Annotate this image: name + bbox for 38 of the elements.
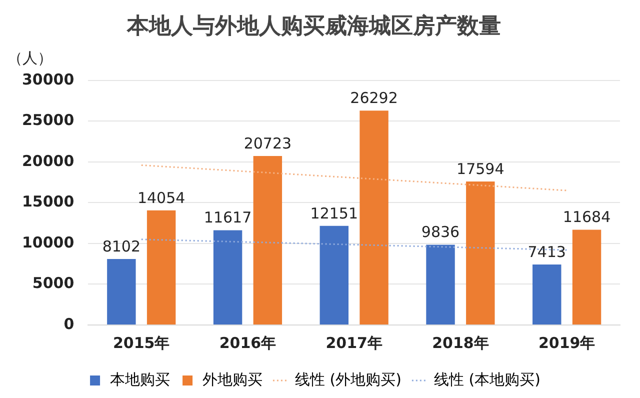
y-tick-label: 10000	[22, 233, 74, 252]
legend-label: 线性 (本地购买)	[434, 370, 540, 388]
data-label: 26292	[350, 89, 398, 108]
y-tick-label: 5000	[32, 274, 74, 292]
bar	[466, 182, 495, 324]
x-tick-label: 2019年	[538, 334, 596, 352]
data-label: 9836	[421, 223, 460, 242]
data-label: 14054	[137, 188, 186, 207]
data-label: 12151	[310, 204, 358, 222]
data-label: 7413	[528, 242, 566, 261]
data-label: 11684	[562, 208, 611, 226]
data-label: 8102	[102, 237, 141, 256]
bar	[426, 244, 455, 324]
legend-label: 外地购买	[202, 370, 263, 388]
bar	[532, 264, 562, 324]
x-tick-label: 2016年	[219, 334, 276, 352]
data-label: 11617	[204, 208, 252, 227]
legend-label: 线性 (外地购买)	[295, 370, 402, 388]
y-tick-label: 15000	[22, 192, 74, 211]
bar	[360, 110, 388, 324]
y-tick-label: 30000	[22, 70, 74, 88]
bar	[146, 210, 176, 324]
bar	[320, 226, 349, 324]
data-label: 17594	[456, 160, 504, 178]
y-tick-label: 0	[64, 314, 74, 333]
y-tick-label: 25000	[22, 111, 74, 130]
data-label: 20723	[244, 134, 292, 152]
x-tick-label: 2018年	[432, 334, 489, 352]
y-tick-label: 20000	[22, 152, 74, 170]
bar	[572, 230, 602, 324]
chart-title: 本地人与外地人购买威海城区房产数量	[126, 12, 501, 39]
bar	[253, 156, 282, 324]
x-tick-label: 2017年	[326, 334, 382, 352]
bar	[107, 258, 136, 324]
bar	[213, 230, 242, 324]
x-tick-label: 2015年	[112, 334, 170, 352]
legend-label: 本地购买	[110, 370, 170, 388]
y-axis-title: （人）	[8, 48, 52, 67]
